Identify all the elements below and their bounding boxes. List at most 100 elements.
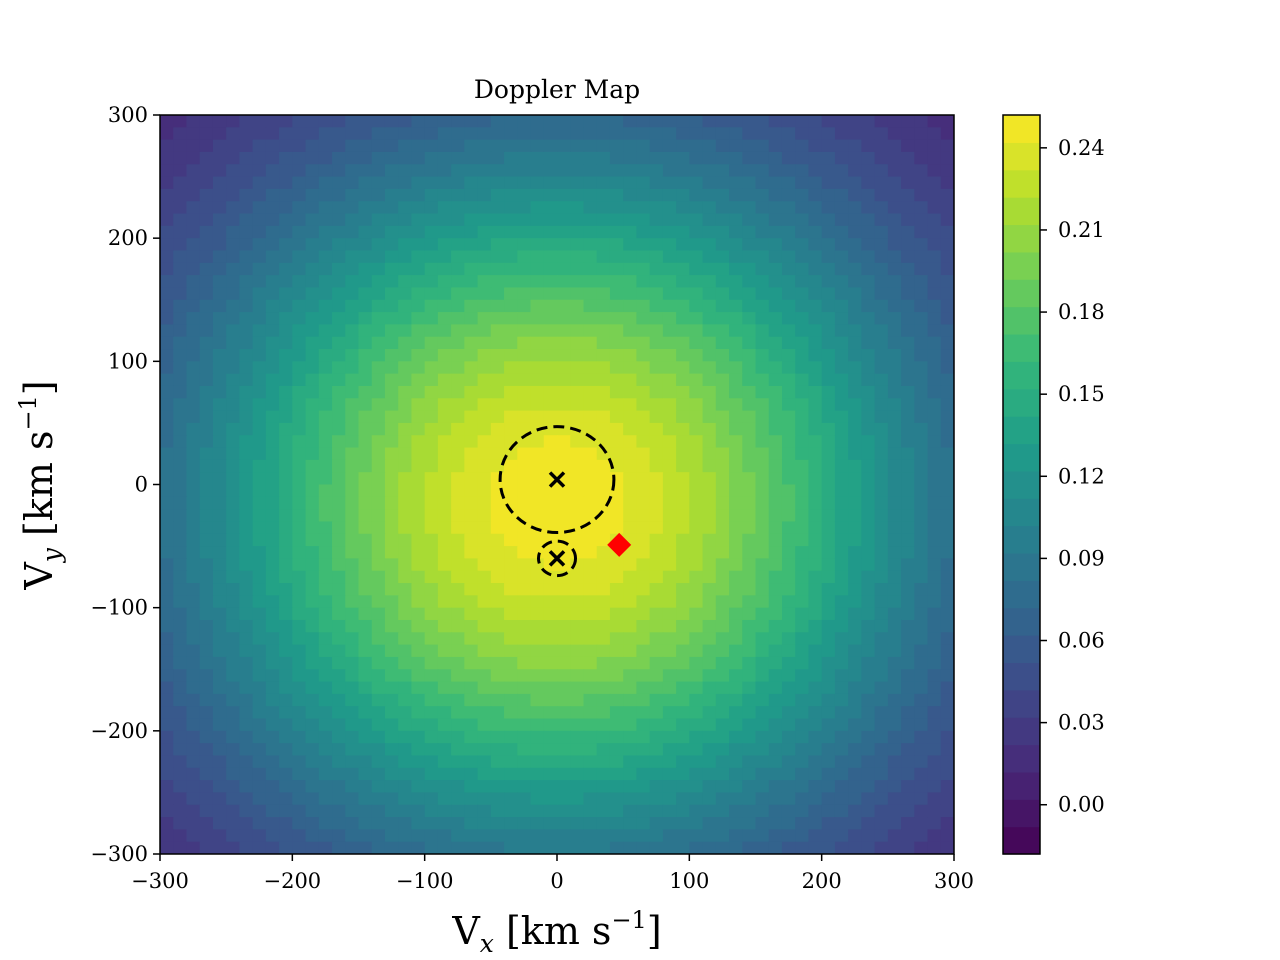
heatmap-cell: [411, 213, 426, 227]
heatmap-cell: [583, 780, 598, 794]
heatmap-cell: [424, 841, 439, 854]
heatmap-cell: [398, 472, 413, 486]
heatmap-cell: [477, 250, 492, 264]
heatmap-cell: [662, 127, 677, 141]
heatmap-cell: [384, 225, 399, 239]
heatmap-cell: [398, 767, 413, 781]
heatmap-cell: [451, 570, 466, 584]
heatmap-cell: [160, 521, 174, 535]
heatmap-cell: [623, 373, 638, 387]
heatmap-cell: [437, 385, 452, 399]
heatmap-cell: [490, 767, 505, 781]
heatmap-cell: [781, 632, 796, 646]
heatmap-cell: [371, 410, 386, 424]
heatmap-cell: [636, 373, 651, 387]
heatmap-cell: [332, 238, 346, 252]
heatmap-cell: [239, 780, 254, 794]
heatmap-cell: [808, 804, 823, 818]
heatmap-cell: [305, 324, 320, 338]
heatmap-cell: [543, 792, 558, 806]
heatmap-cell: [212, 275, 227, 289]
heatmap-cell: [570, 583, 585, 597]
heatmap-cell: [729, 570, 743, 584]
heatmap-cell: [411, 139, 426, 153]
heatmap-cell: [252, 644, 267, 658]
heatmap-cell: [848, 459, 863, 473]
heatmap-cell: [543, 115, 558, 129]
heatmap-cell: [874, 521, 889, 535]
heatmap-cell: [914, 632, 929, 646]
heatmap-cell: [914, 151, 929, 165]
heatmap-cell: [345, 570, 360, 584]
heatmap-cell: [742, 730, 757, 744]
heatmap-cell: [874, 299, 889, 313]
heatmap-cell: [729, 472, 743, 486]
heatmap-cell: [914, 201, 929, 215]
heatmap-cell: [265, 829, 280, 843]
heatmap-cell: [834, 804, 849, 818]
heatmap-cell: [689, 472, 704, 486]
heatmap-cell: [186, 607, 201, 621]
heatmap-cell: [384, 238, 399, 252]
heatmap-cell: [742, 139, 757, 153]
heatmap-cell: [557, 841, 571, 854]
heatmap-cell: [927, 595, 942, 609]
heatmap-cell: [596, 201, 611, 215]
heatmap-cell: [530, 238, 545, 252]
heatmap-cell: [504, 693, 518, 707]
heatmap-cell: [305, 151, 320, 165]
heatmap-cell: [702, 324, 717, 338]
heatmap-cell: [292, 619, 307, 633]
heatmap-cell: [358, 262, 373, 276]
heatmap-cell: [874, 151, 889, 165]
heatmap-cell: [755, 595, 770, 609]
heatmap-cell: [901, 767, 915, 781]
heatmap-cell: [570, 730, 585, 744]
heatmap-cell: [596, 632, 611, 646]
heatmap-cell: [318, 607, 333, 621]
heatmap-cell: [186, 164, 201, 178]
heatmap-cell: [676, 730, 691, 744]
heatmap-cell: [808, 447, 823, 461]
heatmap-cell: [398, 533, 413, 547]
heatmap-cell: [199, 595, 214, 609]
heatmap-cell: [212, 533, 227, 547]
heatmap-cell: [199, 336, 214, 350]
heatmap-cell: [398, 188, 413, 202]
heatmap-cell: [305, 619, 320, 633]
heatmap-cell: [583, 422, 598, 436]
heatmap-cell: [662, 595, 677, 609]
heatmap-cell: [239, 570, 254, 584]
heatmap-cell: [173, 410, 188, 424]
heatmap-cell: [186, 841, 201, 854]
heatmap-cell: [411, 693, 426, 707]
y-tick-label: 0: [135, 473, 148, 497]
heatmap-cell: [715, 595, 730, 609]
heatmap-cell: [768, 706, 783, 720]
heatmap-cell: [186, 447, 201, 461]
heatmap-cell: [636, 201, 651, 215]
heatmap-cell: [543, 287, 558, 301]
heatmap-cell: [318, 385, 333, 399]
heatmap-cell: [795, 607, 810, 621]
heatmap-cell: [887, 767, 902, 781]
heatmap-cell: [649, 225, 664, 239]
heatmap-cell: [345, 349, 360, 363]
heatmap-cell: [834, 693, 849, 707]
heatmap-cell: [755, 632, 770, 646]
heatmap-cell: [927, 275, 942, 289]
heatmap-cell: [583, 176, 598, 190]
heatmap-cell: [834, 188, 849, 202]
heatmap-cell: [808, 238, 823, 252]
heatmap-cell: [781, 225, 796, 239]
heatmap-cell: [557, 730, 571, 744]
heatmap-cell: [212, 607, 227, 621]
x-tick-label: −300: [131, 869, 189, 893]
heatmap-cell: [623, 459, 638, 473]
heatmap-cell: [212, 349, 227, 363]
heatmap-cell: [940, 706, 954, 720]
heatmap-cell: [477, 644, 492, 658]
heatmap-cell: [636, 619, 651, 633]
heatmap-cell: [332, 299, 346, 313]
heatmap-cell: [795, 780, 810, 794]
